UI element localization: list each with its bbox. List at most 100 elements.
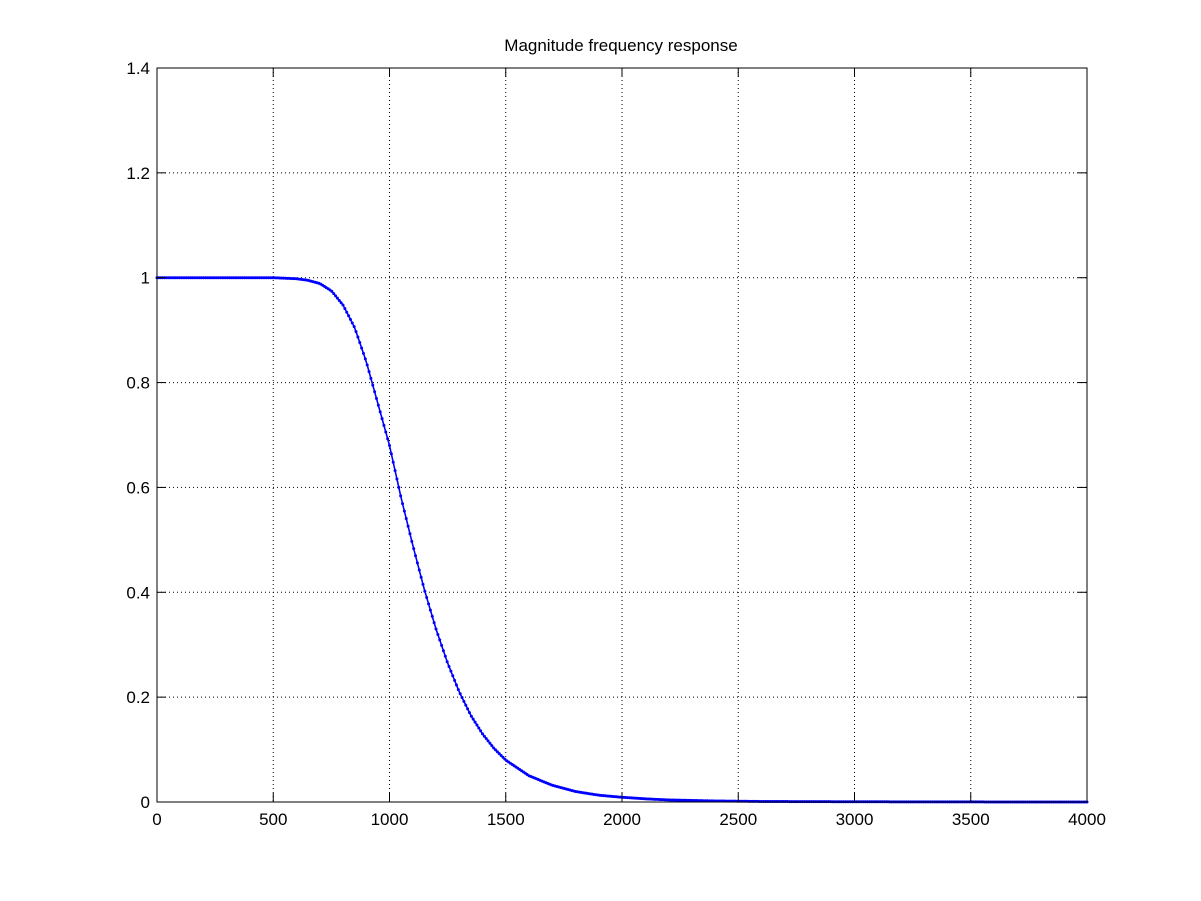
data-point	[430, 614, 434, 618]
y-tick-label: 0.8	[126, 374, 150, 393]
data-point	[352, 325, 356, 329]
data-point	[481, 732, 484, 736]
data-point	[410, 539, 414, 543]
x-tick-label: 500	[259, 810, 287, 829]
axes-box	[156, 67, 1088, 803]
x-tick-label: 3000	[836, 810, 874, 829]
data-point	[361, 351, 365, 355]
data-point	[434, 627, 438, 631]
data-point	[350, 321, 354, 325]
data-point	[499, 753, 503, 757]
data-point	[475, 723, 479, 727]
data-point	[436, 632, 440, 636]
data-point	[456, 688, 460, 692]
data-point	[388, 443, 391, 447]
x-tick-label: 2000	[603, 810, 641, 829]
data-point	[408, 532, 412, 536]
data-point	[449, 669, 453, 673]
data-point	[482, 734, 486, 738]
axes	[156, 67, 1088, 803]
data-point	[460, 696, 464, 700]
data-point	[380, 417, 384, 421]
data-point	[462, 699, 466, 703]
data-point	[363, 357, 367, 361]
data-point	[466, 707, 470, 711]
data-point	[332, 292, 336, 296]
data-point	[484, 737, 488, 741]
data-point	[453, 678, 457, 682]
data-point	[447, 665, 451, 669]
x-tick-label: 0	[152, 810, 161, 829]
data-point	[414, 554, 418, 558]
data-point	[464, 703, 468, 707]
data-point	[451, 674, 455, 678]
data-point	[395, 477, 399, 481]
data-point	[378, 410, 382, 414]
data-point	[348, 317, 352, 321]
data-point	[501, 755, 505, 759]
data-point	[495, 750, 499, 754]
data-point	[384, 430, 388, 434]
data-point	[337, 298, 341, 302]
data-point	[417, 568, 421, 572]
x-tick-label: 2500	[719, 810, 757, 829]
y-tick-label: 0.2	[126, 688, 150, 707]
x-tick-label: 1000	[371, 810, 409, 829]
data-point	[399, 494, 403, 498]
data-point	[419, 575, 423, 579]
data-point	[404, 517, 408, 521]
data-point	[382, 423, 386, 427]
data-point	[479, 729, 483, 733]
x-tick-label: 1500	[487, 810, 525, 829]
data-point	[415, 561, 419, 565]
data-point	[477, 726, 481, 730]
data-point	[445, 660, 449, 664]
data-point	[438, 638, 442, 642]
data-point	[397, 485, 401, 489]
data-point	[402, 509, 406, 513]
data-point	[373, 390, 377, 394]
data-point	[358, 341, 362, 345]
data-point	[365, 363, 369, 367]
data-point	[490, 744, 494, 748]
data-point	[441, 649, 445, 653]
data-point	[339, 301, 343, 305]
data-point	[432, 621, 436, 625]
data-point	[335, 296, 339, 300]
data-point	[494, 748, 498, 752]
data-point	[360, 346, 364, 350]
data-point	[401, 502, 405, 506]
data-point	[421, 582, 425, 586]
data-point	[486, 739, 490, 743]
y-tick-label: 0.4	[126, 583, 150, 602]
data-point	[347, 314, 351, 318]
data-point	[386, 437, 390, 441]
data-point	[389, 452, 393, 456]
data-point	[376, 403, 380, 407]
data-point	[341, 303, 345, 307]
data-point	[393, 469, 397, 473]
y-tick-label: 1.2	[126, 164, 150, 183]
data-point	[488, 741, 492, 745]
data-point	[406, 524, 410, 528]
data-point	[367, 370, 371, 374]
data-point	[440, 643, 444, 647]
data-point	[469, 714, 473, 718]
data-point	[497, 752, 501, 756]
data-point	[354, 330, 358, 334]
data-point	[471, 717, 475, 721]
data-point	[467, 711, 471, 715]
data-point	[343, 307, 347, 311]
data-point	[374, 397, 378, 401]
data-point	[330, 289, 334, 293]
data-point	[425, 596, 429, 600]
data-point	[345, 310, 349, 314]
data-point	[458, 692, 462, 696]
y-tick-label: 1	[141, 269, 150, 288]
y-tick-label: 0.6	[126, 478, 150, 497]
data-point	[423, 589, 427, 593]
y-tick-label: 1.4	[126, 59, 150, 78]
data-point	[428, 608, 432, 612]
